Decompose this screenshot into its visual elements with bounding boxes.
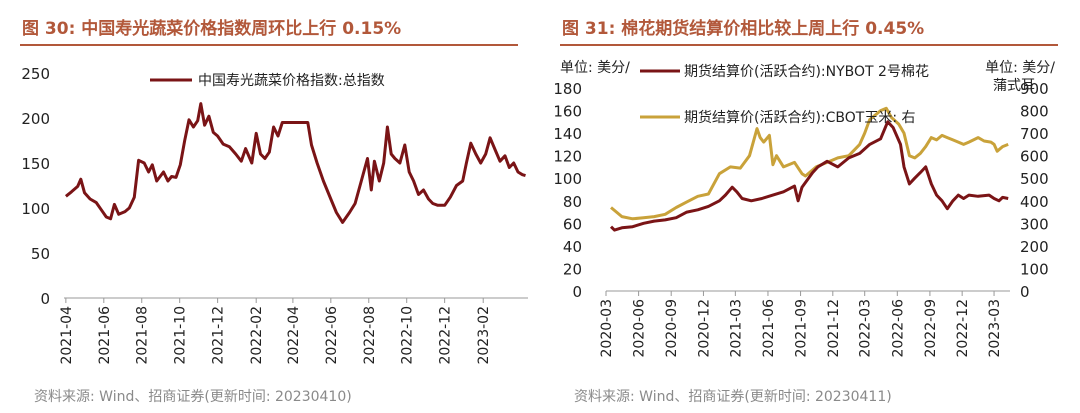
series-line-cbot-corn [610, 106, 1009, 221]
x-tick-label: 2022-02 [249, 306, 265, 365]
y-tick-label: 100 [21, 200, 50, 218]
y-left-tick-label: 120 [553, 148, 582, 166]
x-tick-label: 2020-12 [696, 299, 712, 358]
source-note: 资料来源: Wind、招商证券(更新时间: 20230410) [34, 389, 352, 405]
figure-title: 图 30: 中国寿光蔬菜价格指数周环比上行 0.15% [22, 19, 402, 39]
y-right-tick-label: 500 [1020, 170, 1049, 188]
y-right-tick-label: 800 [1020, 103, 1049, 121]
y-right-tick-label: 400 [1020, 193, 1049, 211]
x-tick-label: 2022-03 [858, 299, 874, 358]
y-left-tick-label: 80 [563, 193, 582, 211]
y-left-tick-label: 20 [563, 260, 582, 278]
x-tick-label: 2020-09 [664, 299, 680, 358]
x-tick-label: 2021-12 [826, 299, 842, 358]
y-right-tick-label: 600 [1020, 148, 1049, 166]
x-tick-label: 2021-03 [728, 299, 744, 358]
x-tick-label: 2023-02 [476, 306, 492, 365]
legend-label: 中国寿光蔬菜价格指数:总指数 [198, 72, 385, 89]
x-tick-label: 2023-03 [987, 299, 1003, 358]
x-tick-label: 2022-06 [890, 299, 906, 358]
x-tick-label: 2022-04 [286, 306, 302, 365]
series-line-vegetable-index [64, 102, 526, 224]
x-tick-label: 2022-08 [362, 306, 378, 365]
source-note: 资料来源: Wind、招商证券(更新时间: 20230411) [574, 389, 892, 405]
x-tick-label: 2021-10 [173, 306, 189, 365]
y-right-tick-label: 100 [1020, 260, 1049, 278]
x-tick-label: 2020-03 [599, 299, 615, 358]
vegetable-price-chart: 0 50 100 150 200 250 2021-04 2021-06 2021-08 2021… [21, 65, 528, 365]
y-right-tick-label: 900 [1020, 80, 1049, 98]
y-tick-label: 150 [21, 155, 50, 173]
y-right-tick-label: 200 [1020, 238, 1049, 256]
y-tick-label: 50 [31, 245, 50, 263]
y-left-tick-label: 0 [572, 283, 582, 301]
x-tick-label: 2022-12 [955, 299, 971, 358]
legend-label-corn: 期货结算价(活跃合约):CBOT玉米: 右 [684, 109, 916, 126]
y-tick-label: 0 [40, 290, 50, 308]
x-tick-label: 2022-10 [400, 306, 416, 365]
title-underline [560, 44, 1058, 46]
x-tick-label: 2021-08 [135, 306, 151, 365]
y-left-tick-label: 60 [563, 215, 582, 233]
y-right-unit-label: 单位: 美分/ [985, 60, 1055, 76]
y-left-unit-label: 单位: 美分/ [560, 60, 630, 76]
y-right-tick-label: 0 [1020, 283, 1030, 301]
x-tick-label: 2021-12 [211, 306, 227, 365]
x-tick-label: 2021-04 [59, 306, 75, 365]
y-left-tick-label: 40 [563, 238, 582, 256]
x-tick-label: 2020-06 [632, 299, 648, 358]
y-tick-label: 200 [21, 110, 50, 128]
y-left-tick-label: 140 [553, 125, 582, 143]
figure-title: 图 31: 棉花期货结算价相比较上周上行 0.45% [562, 19, 925, 39]
title-underline [20, 44, 518, 46]
cotton-corn-futures-chart: 单位: 美分/单位: 美分/蒲式耳 0 20 40 60 80 100 120 140 160 18… [553, 60, 1055, 358]
series-line-nybot-cotton [609, 120, 1009, 232]
x-tick-label: 2021-06 [761, 299, 777, 358]
x-tick-label: 2021-06 [97, 306, 113, 365]
x-tick-label: 2022-09 [923, 299, 939, 358]
x-tick-label: 2022-06 [324, 306, 340, 365]
panel-cotton-futures: 图 31: 棉花期货结算价相比较上周上行 0.45% 单位: 美分/单位: 美分… [540, 0, 1080, 413]
y-right-tick-label: 300 [1020, 215, 1049, 233]
y-left-tick-label: 100 [553, 170, 582, 188]
panel-vegetable-index: 图 30: 中国寿光蔬菜价格指数周环比上行 0.15% 0 50 100 150 200… [20, 19, 528, 405]
y-tick-label: 250 [21, 65, 50, 83]
y-right-tick-label: 700 [1020, 125, 1049, 143]
y-left-tick-label: 160 [553, 103, 582, 121]
legend-label-cotton: 期货结算价(活跃合约):NYBOT 2号棉花 [684, 63, 929, 80]
x-tick-label: 2022-12 [438, 306, 454, 365]
y-right-unit-label-line2: 蒲式耳 [993, 78, 1035, 94]
y-left-tick-label: 180 [553, 80, 582, 98]
x-tick-label: 2021-09 [794, 299, 810, 358]
